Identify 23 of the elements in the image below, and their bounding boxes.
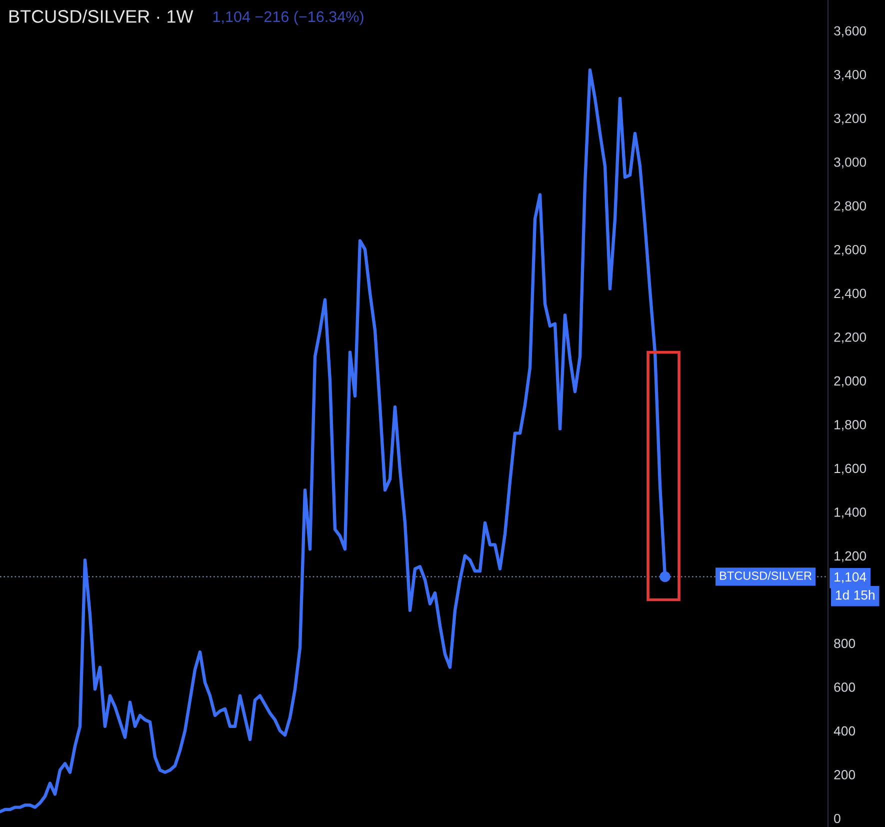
y-tick-label: 3,400 <box>834 70 866 81</box>
y-tick-label: 2,800 <box>834 201 866 212</box>
y-tick-label: 400 <box>834 726 856 736</box>
ref-line-label: BTCUSD/SILVER <box>720 571 812 580</box>
y-tick-label: 1,400 <box>834 508 866 518</box>
y-tick-label: 1,104 <box>834 572 866 584</box>
y-tick-label: 2,000 <box>834 376 866 388</box>
y-tick-label: 3,600 <box>834 26 866 38</box>
y-tick-label: 1,600 <box>834 464 866 475</box>
y-tick-label: 2,200 <box>834 332 866 344</box>
y-tick-label: 2,400 <box>834 288 866 300</box>
y-tick-label: 600 <box>834 682 856 692</box>
chart-title: BTCUSD/SILVER · 1W <box>9 10 194 23</box>
y-tick-label: 200 <box>834 770 856 780</box>
y-tick-label: 1,200 <box>834 551 866 562</box>
y-tick-label: 3,200 <box>834 114 866 125</box>
y-tick-label: 0 <box>834 814 840 824</box>
y-tick-label: 2,600 <box>834 244 866 256</box>
text: 1,104 −216 (−16.34%) <box>213 10 364 26</box>
y-tick-label: 1,800 <box>834 420 866 431</box>
y-tick-label: 800 <box>834 638 856 648</box>
y-tick-label: 3,000 <box>834 157 866 168</box>
text: 1d 15h <box>836 590 874 600</box>
